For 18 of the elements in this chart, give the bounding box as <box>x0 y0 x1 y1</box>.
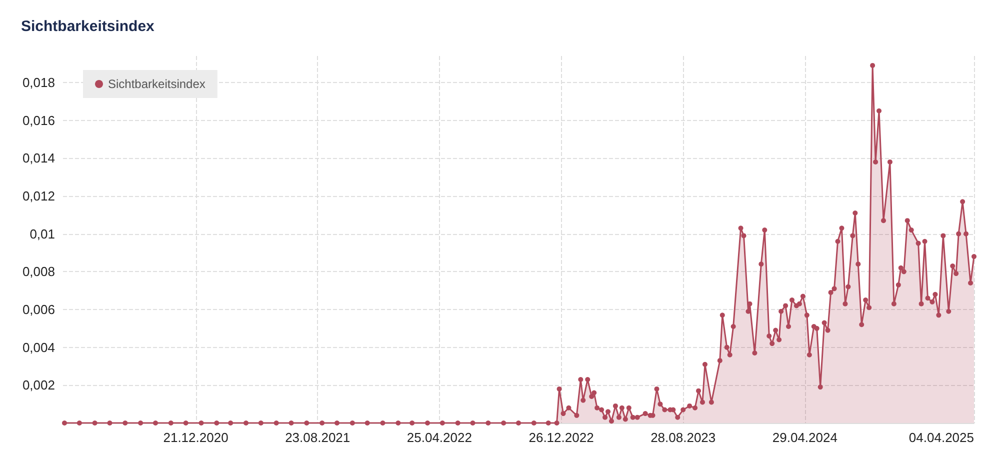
y-tick-label: 0,008 <box>22 264 55 280</box>
y-tick-label: 0,004 <box>22 340 55 355</box>
x-tick-label: 26.12.2022 <box>528 430 594 445</box>
x-tick-label: 04.04.2025 <box>908 430 974 445</box>
chart-title: Sichtbarkeitsindex <box>21 18 156 35</box>
x-tick-label: 23.08.2021 <box>285 430 350 445</box>
y-tick-label: 0,014 <box>22 150 55 166</box>
y-tick-label: 0,006 <box>22 302 55 317</box>
y-tick-label: 0,002 <box>22 378 55 393</box>
x-tick-label: 21.12.2020 <box>163 430 228 445</box>
y-tick-label: 0,012 <box>22 188 55 204</box>
y-tick-label: 0,016 <box>22 112 55 128</box>
x-tick-label: 29.04.2024 <box>772 430 838 445</box>
legend-label: Sichtbarkeitsindex <box>108 77 206 91</box>
x-tick-label: 25.04.2022 <box>406 430 472 445</box>
y-tick-label: 0,018 <box>22 74 55 90</box>
y-tick-label: 0,01 <box>30 226 55 242</box>
x-tick-label: 28.08.2023 <box>650 430 716 445</box>
